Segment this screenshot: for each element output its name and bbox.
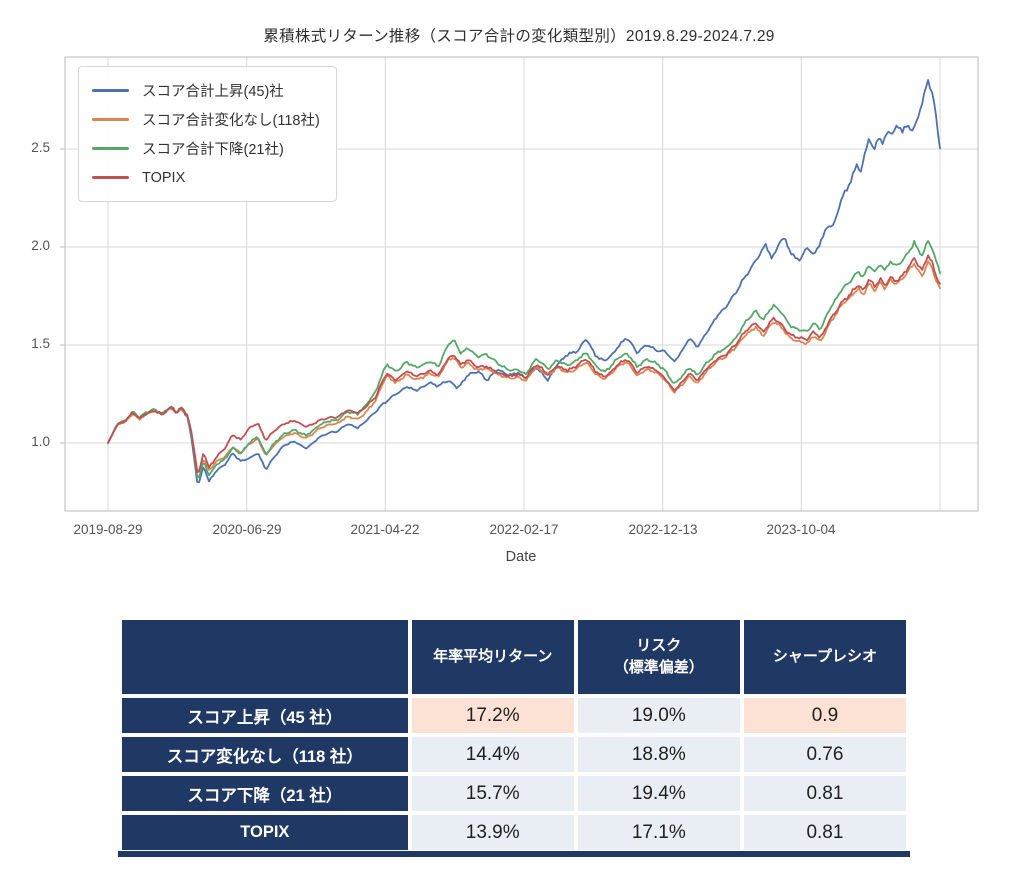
row-header: スコア下降（21 社） bbox=[122, 776, 408, 811]
legend-label: スコア合計下降(21社) bbox=[142, 142, 284, 158]
legend-line-swatch-blue bbox=[92, 89, 129, 92]
legend-item: スコア合計変化なし(118社) bbox=[92, 105, 320, 134]
legend: スコア合計上昇(45)社 スコア合計変化なし(118社) スコア合計下降(21社… bbox=[78, 66, 337, 202]
x-axis-tick-label: 2022-12-13 bbox=[628, 522, 698, 537]
table-cell: 0.9 bbox=[743, 698, 906, 733]
table-row: TOPIX 13.9% 17.1% 0.81 bbox=[122, 815, 906, 850]
x-axis-tick-label: 2023-10-04 bbox=[766, 522, 836, 537]
y-axis-tick-label: 2.0 bbox=[31, 238, 50, 253]
table-cell: 15.7% bbox=[411, 776, 574, 811]
y-axis-tick-label: 1.0 bbox=[31, 434, 50, 449]
chart-title: 累積株式リターン推移（スコア合計の変化類型別）2019.8.29-2024.7.… bbox=[263, 28, 775, 45]
table-cell: 18.8% bbox=[577, 737, 740, 772]
table-cell: 13.9% bbox=[411, 815, 574, 850]
legend-item: スコア合計上昇(45)社 bbox=[92, 76, 320, 105]
legend-line-swatch-green bbox=[92, 147, 129, 150]
cumulative-return-chart: 累積株式リターン推移（スコア合計の変化類型別）2019.8.29-2024.7.… bbox=[31, 28, 979, 565]
table-row: スコア変化なし（118 社） 14.4% 18.8% 0.76 bbox=[122, 737, 906, 772]
plot-area bbox=[60, 56, 979, 512]
table-cell: 0.81 bbox=[743, 815, 906, 850]
table-header-row: 年率平均リターン リスク （標準偏差） シャープレシオ bbox=[122, 620, 906, 694]
column-header: 年率平均リターン bbox=[411, 620, 574, 694]
table-cell: 19.0% bbox=[577, 698, 740, 733]
table-corner-cell bbox=[122, 620, 408, 694]
table-cell: 0.81 bbox=[743, 776, 906, 811]
table-cell: 14.4% bbox=[411, 737, 574, 772]
y-axis-tick-label: 1.5 bbox=[31, 336, 50, 351]
column-header: シャープレシオ bbox=[743, 620, 906, 694]
plot-border bbox=[64, 56, 979, 512]
legend-label: スコア合計上昇(45)社 bbox=[142, 84, 284, 100]
table-cell: 17.2% bbox=[411, 698, 574, 733]
x-axis-tick-label: 2022-02-17 bbox=[489, 522, 559, 537]
row-header: スコア上昇（45 社） bbox=[122, 698, 408, 733]
column-header: リスク （標準偏差） bbox=[577, 620, 740, 694]
x-axis-tick-label: 2021-04-22 bbox=[350, 522, 420, 537]
legend-label: スコア合計変化なし(118社) bbox=[142, 113, 320, 129]
legend-item: スコア合計下降(21社) bbox=[92, 134, 320, 163]
legend-line-swatch-orange bbox=[92, 118, 129, 121]
table-row: スコア下降（21 社） 15.7% 19.4% 0.81 bbox=[122, 776, 906, 811]
legend-line-swatch-red bbox=[92, 176, 129, 179]
series-line-3 bbox=[107, 254, 941, 474]
row-header: スコア変化なし（118 社） bbox=[122, 737, 408, 772]
table-cell: 17.1% bbox=[577, 815, 740, 850]
series-line-2 bbox=[107, 239, 941, 479]
row-header: TOPIX bbox=[122, 815, 408, 850]
legend-label: TOPIX bbox=[142, 169, 186, 186]
x-axis-tick-label: 2019-08-29 bbox=[73, 522, 143, 537]
performance-table: 年率平均リターン リスク （標準偏差） シャープレシオ スコア上昇（45 社） … bbox=[118, 616, 910, 854]
legend-item: TOPIX bbox=[92, 163, 320, 192]
y-axis-tick-label: 2.5 bbox=[31, 140, 50, 155]
table-row: スコア上昇（45 社） 17.2% 19.0% 0.9 bbox=[122, 698, 906, 733]
table-bottom-border bbox=[118, 851, 910, 857]
x-axis-tick-label: 2020-06-29 bbox=[212, 522, 282, 537]
table-cell: 19.4% bbox=[577, 776, 740, 811]
table-cell: 0.76 bbox=[743, 737, 906, 772]
x-axis-label: Date bbox=[505, 549, 537, 565]
